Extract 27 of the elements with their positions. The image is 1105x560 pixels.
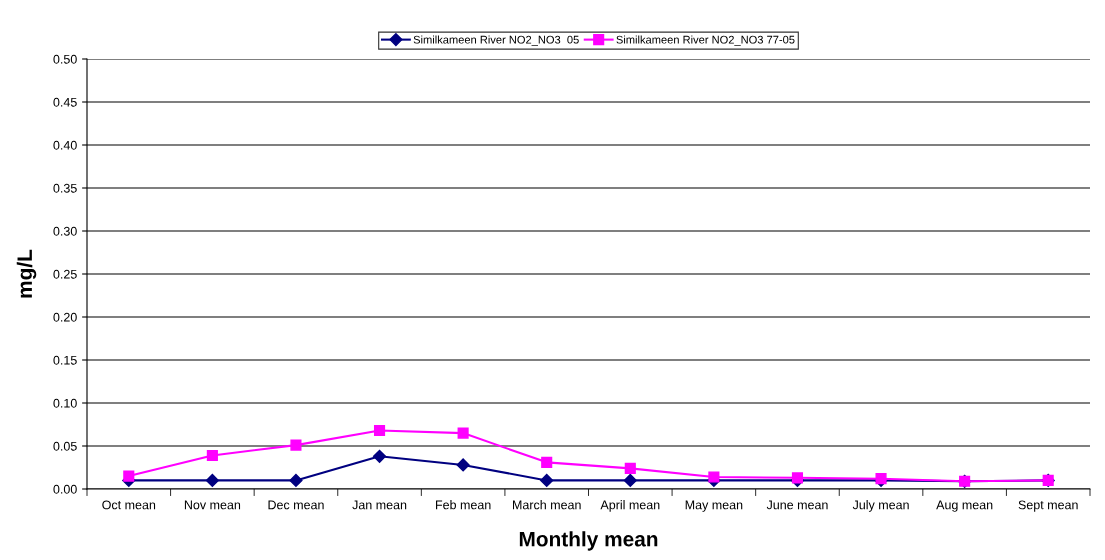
y-tick-label: 0.20 (53, 312, 77, 322)
x-axis-title: Monthly mean (519, 531, 658, 551)
legend-label: Similkameen River NO2_NO3 77-05 (616, 35, 795, 46)
legend-label: Similkameen River NO2_NO3 05 (413, 35, 579, 46)
x-tick-label: June mean (766, 500, 828, 510)
y-tick-label: 0.00 (53, 484, 77, 494)
x-tick-label: Jan mean (352, 500, 407, 510)
y-tick-label: 0.10 (53, 398, 77, 408)
y-tick-label: 0.25 (53, 269, 77, 279)
x-tick-label: Aug mean (936, 500, 993, 512)
x-tick-label: May mean (685, 500, 743, 512)
y-tick-label: 0.40 (53, 140, 77, 150)
y-tick-label: 0.05 (53, 441, 77, 451)
x-tick-label: Sept mean (1018, 500, 1078, 512)
y-tick-label: 0.35 (53, 183, 77, 193)
y-tick-label: 0.15 (53, 355, 77, 365)
y-tick-label: 0.30 (53, 226, 77, 236)
x-tick-label: April mean (600, 500, 660, 512)
x-tick-label: Feb mean (436, 500, 491, 510)
y-axis-title: mg/L (16, 249, 37, 298)
y-tick-label: 0.45 (53, 97, 77, 107)
x-tick-label: Dec mean (268, 500, 324, 510)
x-tick-label: March mean (513, 500, 581, 510)
y-tick-label: 0.50 (53, 54, 77, 64)
x-tick-label: Oct mean (102, 500, 156, 510)
x-tick-label: July mean (852, 500, 909, 512)
x-tick-label: Nov mean (184, 500, 241, 510)
